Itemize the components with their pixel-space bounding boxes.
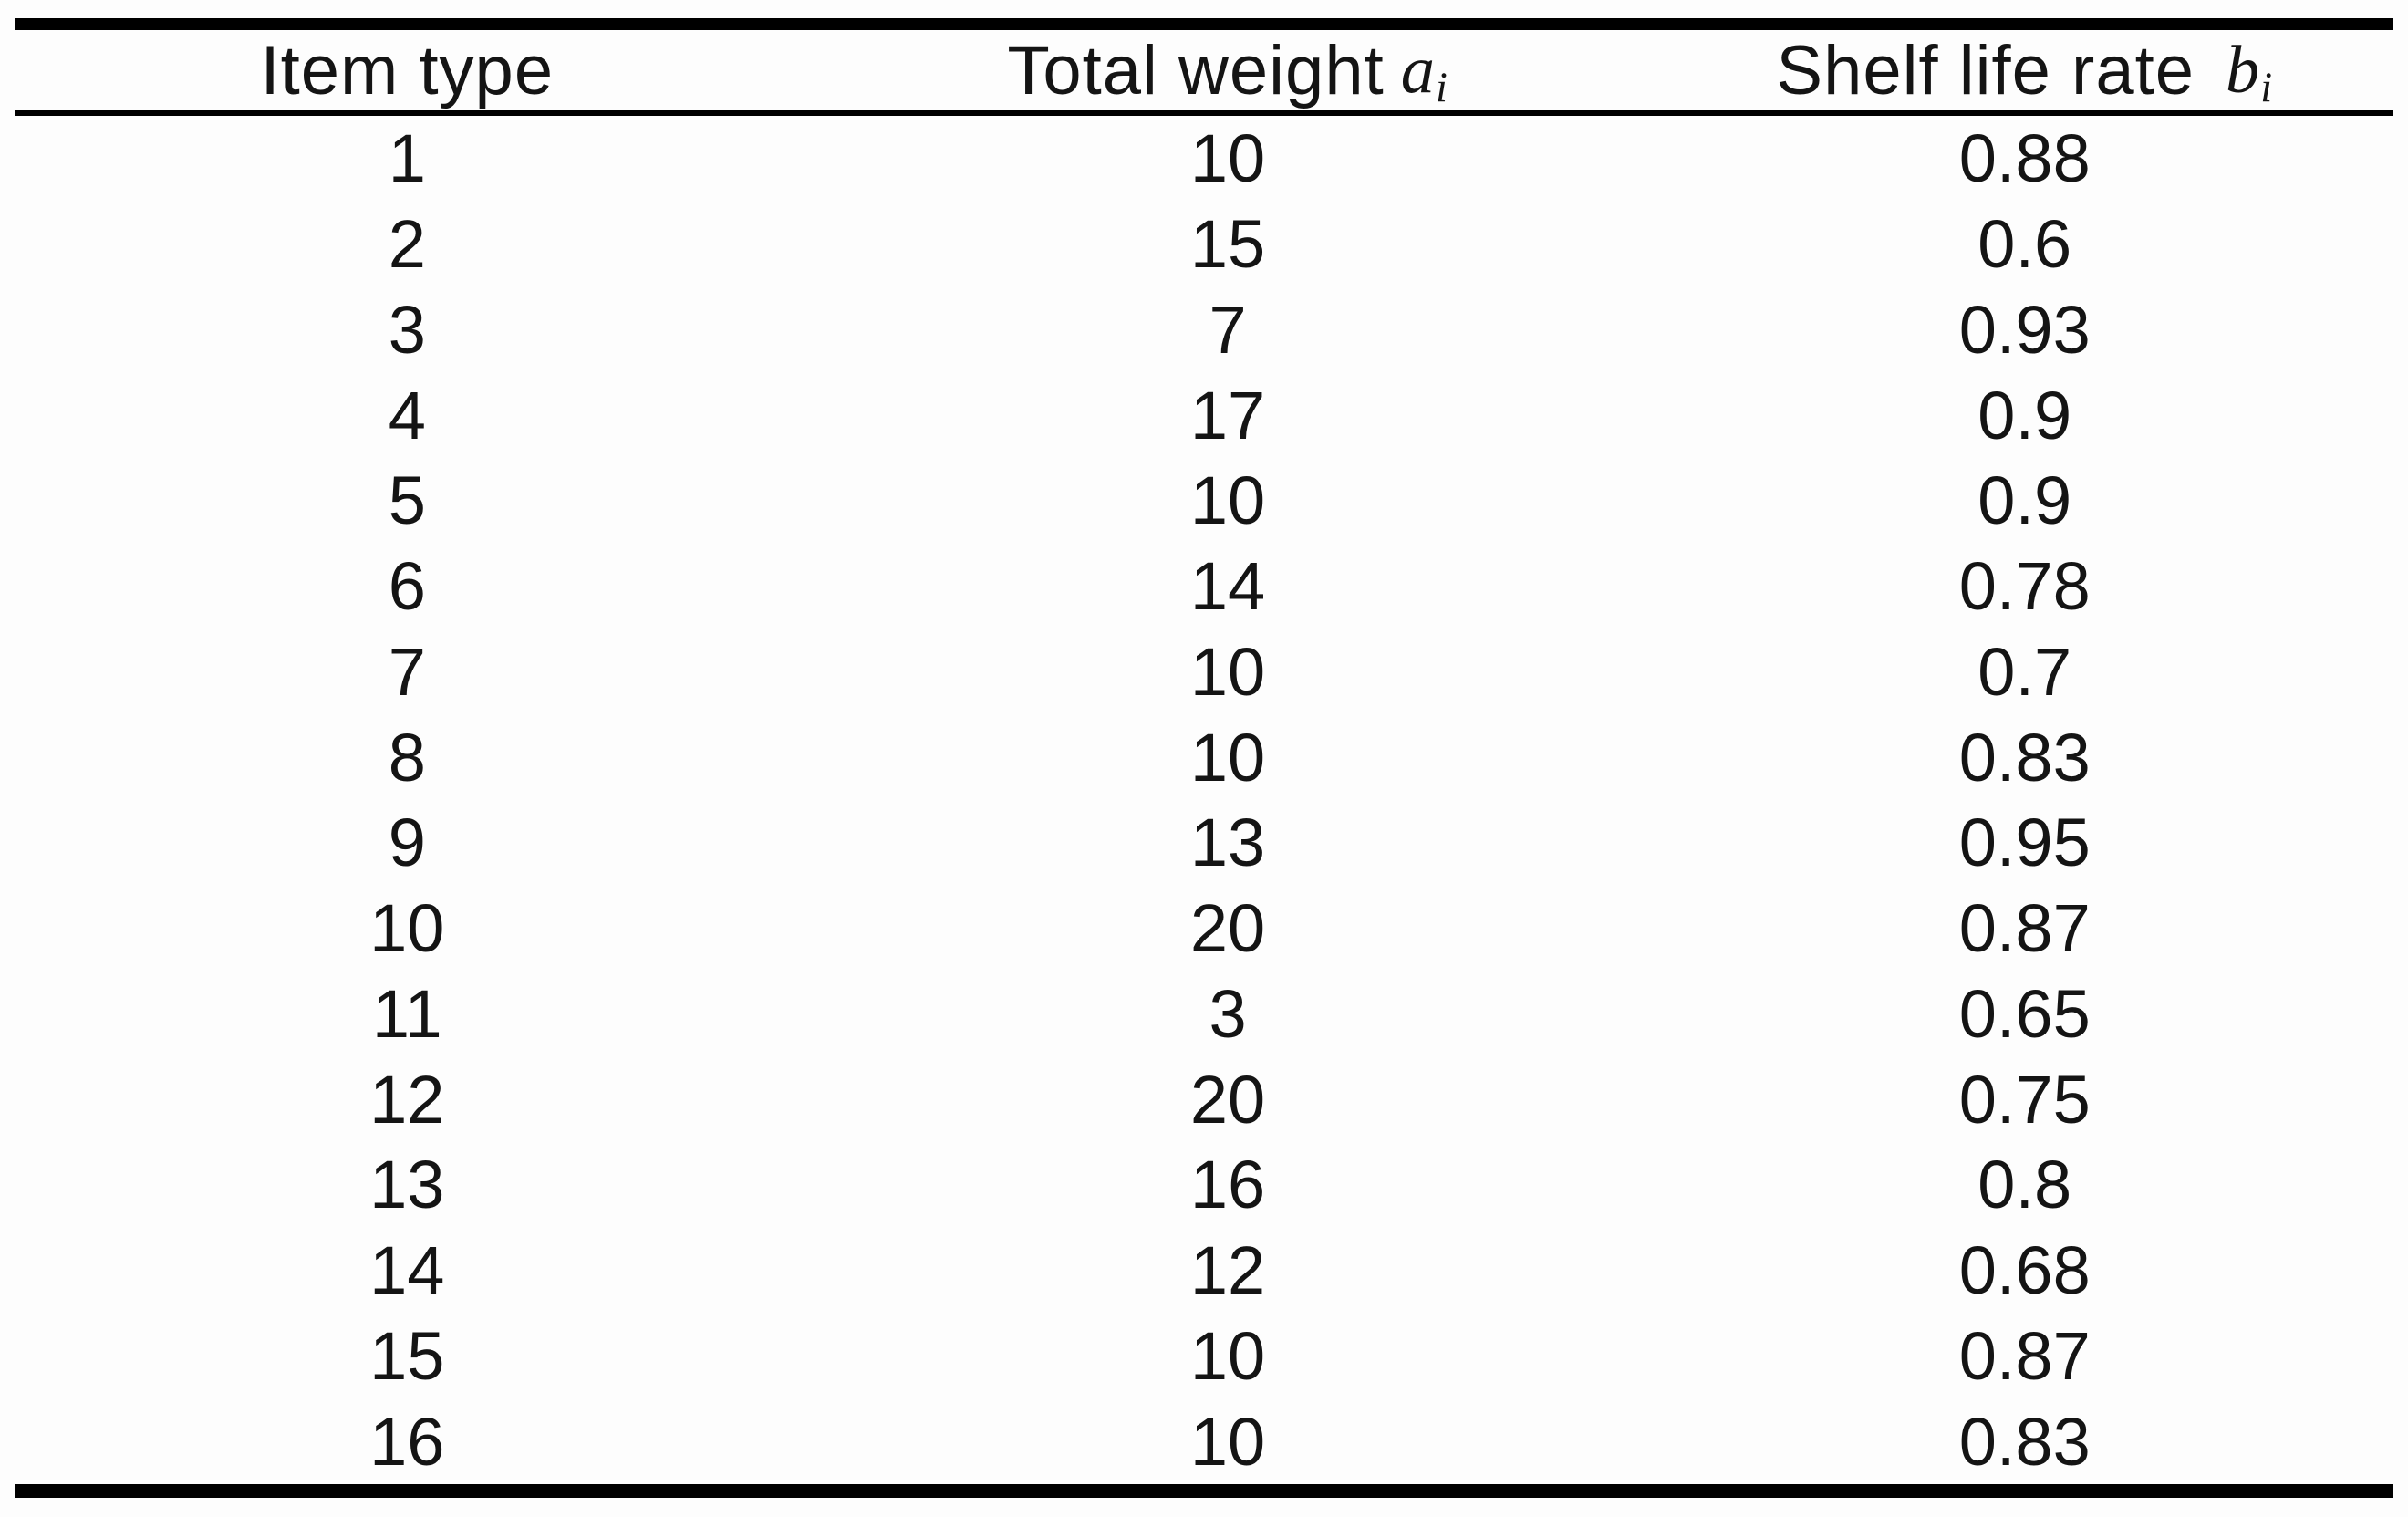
cell-total-weight: 10 [1189,120,1266,197]
cell-shelf-life-rate: 0.9 [1977,462,2072,539]
cell-item-type: 14 [369,1232,445,1309]
header-label-shelf-life-rate: Shelf life rate [1776,31,2195,109]
table-row: 5 10 0.9 [15,458,2393,544]
cell-total-weight: 14 [1189,548,1266,625]
cell-item-type: 11 [371,975,442,1052]
table-row: 1 10 0.88 [15,116,2393,202]
math-subscript-i: i [2260,63,2274,110]
cell-shelf-life-rate: 0.87 [1958,1317,2091,1394]
cell-item-type: 7 [388,633,426,710]
cell-total-weight: 10 [1189,462,1266,539]
cell-total-weight: 13 [1189,805,1266,881]
cell-shelf-life-rate: 0.65 [1958,975,2091,1052]
cell-item-type: 6 [388,548,426,625]
cell-shelf-life-rate: 0.7 [1977,633,2072,710]
cell-item-type: 1 [388,120,426,197]
cell-total-weight: 10 [1189,1403,1266,1480]
header-label-item-type: Item type [260,31,555,109]
header-label-total-weight: Total weight [1007,31,1385,109]
table-top-rule [15,18,2393,30]
column-header-item-type: Item type [15,30,800,110]
cell-total-weight: 15 [1189,206,1266,283]
table-row: 3 7 0.93 [15,287,2393,373]
table-row: 2 15 0.6 [15,202,2393,287]
table-row: 16 10 0.83 [15,1398,2393,1484]
cell-shelf-life-rate: 0.83 [1958,719,2091,795]
cell-total-weight: 7 [1209,291,1247,368]
table-row: 11 3 0.65 [15,972,2393,1057]
column-header-shelf-life-rate: Shelf life rate bi [1656,30,2393,110]
cell-item-type: 12 [369,1061,445,1138]
cell-total-weight: 10 [1189,633,1266,710]
cell-item-type: 15 [369,1317,445,1394]
cell-item-type: 8 [388,719,426,795]
cell-shelf-life-rate: 0.9 [1977,377,2072,453]
cell-item-type: 16 [369,1403,445,1480]
cell-shelf-life-rate: 0.8 [1977,1147,2072,1223]
cell-shelf-life-rate: 0.88 [1958,120,2091,197]
cell-item-type: 5 [388,462,426,539]
cell-total-weight: 17 [1189,377,1266,453]
table-body: 1 10 0.88 2 15 0.6 3 7 0.93 4 17 0.9 5 1… [15,116,2393,1484]
cell-shelf-life-rate: 0.83 [1958,1403,2091,1480]
table-header-row: Item type Total weight ai Shelf life rat… [15,30,2393,110]
cell-shelf-life-rate: 0.93 [1958,291,2091,368]
table-row: 10 20 0.87 [15,886,2393,972]
math-symbol-a-i: ai [1401,32,1448,109]
table-bottom-rule [15,1484,2393,1498]
cell-shelf-life-rate: 0.78 [1958,548,2091,625]
math-variable-b: b [2225,32,2261,108]
cell-item-type: 2 [388,206,426,283]
cell-total-weight: 3 [1209,975,1247,1052]
cell-shelf-life-rate: 0.87 [1958,890,2091,967]
math-variable-a: a [1400,32,1436,108]
cell-item-type: 4 [388,377,426,453]
cell-total-weight: 20 [1189,1061,1266,1138]
table-row: 15 10 0.87 [15,1314,2393,1399]
table-row: 7 10 0.7 [15,629,2393,715]
cell-item-type: 9 [388,805,426,881]
cell-item-type: 10 [369,890,445,967]
table-row: 6 14 0.78 [15,544,2393,629]
cell-shelf-life-rate: 0.95 [1958,805,2091,881]
table-row: 9 13 0.95 [15,800,2393,886]
table-row: 14 12 0.68 [15,1228,2393,1314]
cell-total-weight: 16 [1189,1147,1266,1223]
cell-total-weight: 10 [1189,719,1266,795]
table-header-separator-rule [15,110,2393,116]
cell-item-type: 3 [388,291,426,368]
table-row: 13 16 0.8 [15,1142,2393,1228]
cell-item-type: 13 [369,1147,445,1223]
math-subscript-i: i [1435,63,1448,110]
cell-total-weight: 20 [1189,890,1266,967]
math-symbol-b-i: bi [2226,32,2273,109]
table-row: 8 10 0.83 [15,714,2393,800]
table-row: 4 17 0.9 [15,372,2393,458]
cell-shelf-life-rate: 0.75 [1958,1061,2091,1138]
cell-total-weight: 12 [1189,1232,1266,1309]
table-row: 12 20 0.75 [15,1056,2393,1142]
cell-total-weight: 10 [1189,1317,1266,1394]
cell-shelf-life-rate: 0.68 [1958,1232,2091,1309]
cell-shelf-life-rate: 0.6 [1977,206,2072,283]
column-header-total-weight: Total weight ai [800,30,1656,110]
